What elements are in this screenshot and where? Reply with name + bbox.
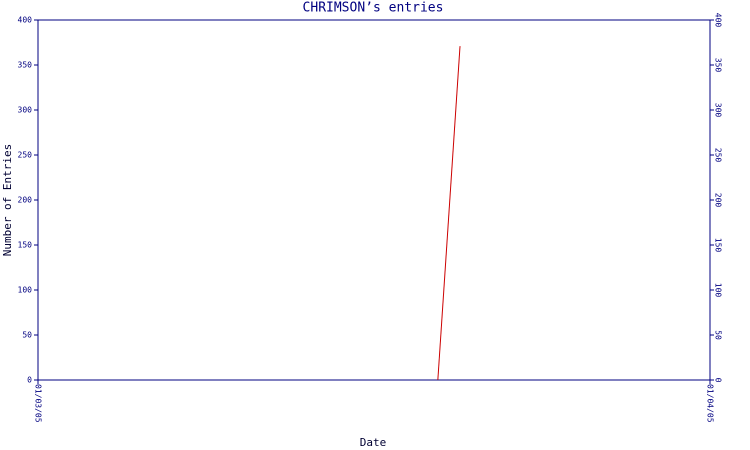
y2-tick-label: 300	[714, 103, 723, 118]
y2-tick-label: 150	[714, 238, 723, 253]
y2-tick-label: 100	[714, 283, 723, 298]
chart-title: CHRIMSON’s entries	[303, 1, 444, 16]
y-tick-label: 0	[27, 376, 32, 385]
y-tick-label: 250	[18, 151, 33, 160]
data-line	[437, 46, 461, 381]
y2-tick-label: 0	[714, 378, 723, 383]
x-tick-label: 01/03/05	[34, 384, 43, 423]
y2-tick-label: 200	[714, 193, 723, 208]
y2-tick-label: 50	[714, 330, 723, 340]
y-tick-label: 150	[18, 241, 33, 250]
y-tick-label: 50	[22, 331, 32, 340]
plot-frame	[37, 19, 711, 381]
y2-tick-label: 350	[714, 58, 723, 73]
x-tick-label: 01/04/05	[706, 384, 715, 423]
y-tick-label: 100	[18, 286, 33, 295]
y-tick-label: 400	[18, 16, 33, 25]
y-tick-label: 300	[18, 106, 33, 115]
x-axis-label: Date	[360, 436, 387, 449]
y-tick-label: 200	[18, 196, 33, 205]
y2-tick-label: 250	[714, 148, 723, 163]
y-tick-label: 350	[18, 61, 33, 70]
y-axis-label: Number of Entries	[1, 144, 14, 257]
y2-tick-label: 400	[714, 13, 723, 28]
